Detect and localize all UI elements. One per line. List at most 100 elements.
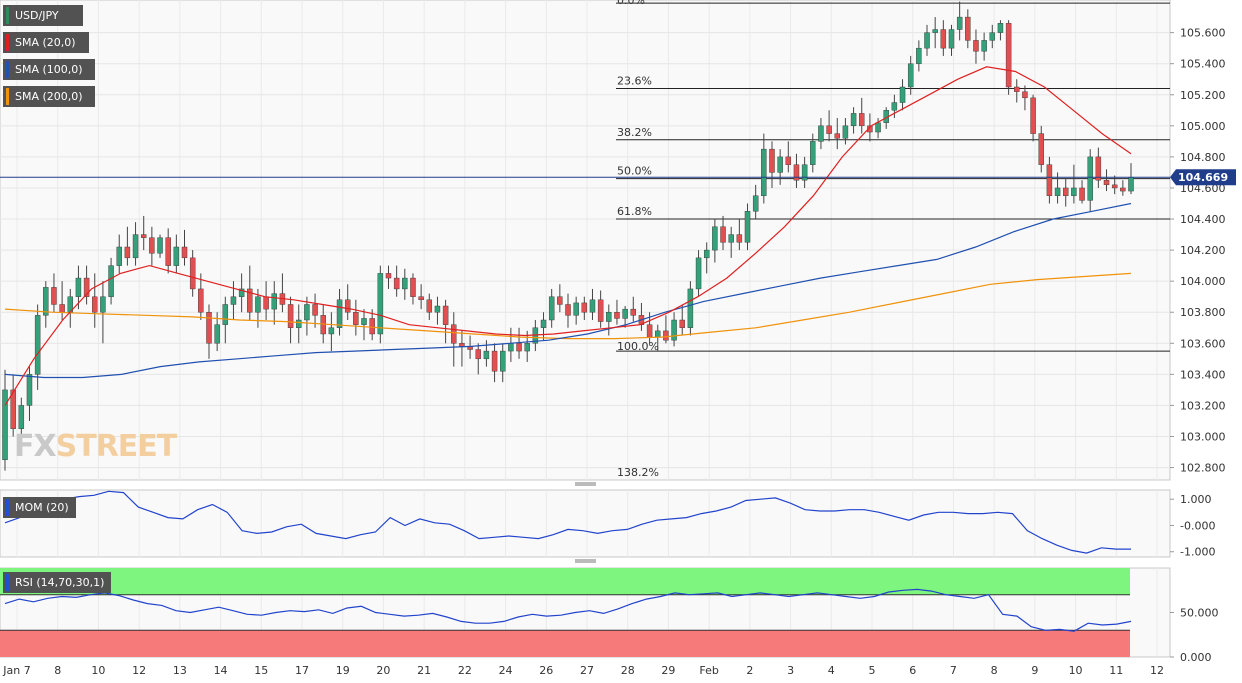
candle-down — [736, 234, 743, 243]
candle-up — [173, 246, 180, 266]
mom-tick-label: -0.000 — [1180, 519, 1215, 532]
candle-up — [2, 389, 8, 461]
candle-up — [671, 319, 677, 341]
legend-item: SMA (100,0) — [3, 59, 95, 80]
candle-up — [655, 330, 661, 338]
sma100-line — [4, 202, 1132, 379]
candle-up — [712, 226, 718, 251]
candle-up — [573, 302, 579, 316]
candle-down — [1005, 23, 1012, 88]
candle-up — [214, 324, 220, 344]
candle-down — [1014, 86, 1020, 92]
candle-down — [859, 113, 865, 127]
candle-up — [818, 125, 824, 142]
candle-down — [1038, 133, 1044, 165]
candle-down — [1095, 156, 1102, 181]
candle-down — [516, 343, 522, 352]
x-tick-label: 7 — [950, 664, 957, 677]
candle-down — [149, 237, 155, 254]
price-tick-label: 102.800 — [1180, 462, 1226, 475]
x-tick-label: 8 — [54, 664, 61, 677]
candle-down — [10, 389, 16, 429]
candle-down — [1079, 187, 1085, 201]
candle-down — [785, 156, 792, 165]
candle-down — [51, 287, 57, 305]
legend-label: SMA (200,0) — [15, 90, 83, 103]
x-tick-label: 8 — [991, 664, 998, 677]
price-tick-label: 103.200 — [1180, 399, 1226, 412]
mom-legend: MOM (20) — [3, 497, 76, 518]
candle-up — [932, 29, 938, 33]
candle-up — [34, 315, 41, 375]
price-tick-label: 105.200 — [1180, 89, 1226, 102]
x-tick-label: 10 — [91, 664, 105, 677]
candle-up — [238, 288, 245, 297]
current-price-tag — [1170, 169, 1236, 186]
candle-down — [442, 305, 449, 325]
x-tick-label: 10 — [1069, 664, 1083, 677]
price-tick-label: 104.000 — [1180, 275, 1226, 288]
legend-swatch — [6, 61, 9, 78]
x-tick-label: 19 — [336, 664, 350, 677]
fib-label: 50.0% — [617, 165, 652, 178]
rsi-tick-label: 50.000 — [1180, 607, 1219, 620]
candle-down — [418, 296, 424, 301]
candle-up — [703, 249, 710, 259]
candle-down — [353, 312, 359, 325]
candle-up — [981, 40, 987, 52]
price-panel — [0, 0, 1171, 481]
mom-panel — [0, 489, 1171, 558]
candle-up — [548, 296, 555, 321]
x-tick-label: 14 — [214, 664, 228, 677]
candle-up — [744, 211, 751, 243]
legend-swatch — [6, 34, 9, 51]
candle-up — [100, 296, 106, 313]
legend-swatch — [6, 7, 9, 24]
legend-swatch — [6, 88, 9, 105]
candle-up — [75, 277, 82, 297]
candle-down — [867, 125, 873, 133]
rsi-line — [4, 588, 1132, 632]
candle-up — [777, 156, 783, 173]
candle-down — [834, 133, 840, 139]
candle-up — [43, 287, 49, 316]
candle-down — [287, 304, 294, 328]
candle-up — [916, 47, 922, 64]
candle-down — [393, 277, 400, 290]
mom-tick-label: -1.000 — [1180, 546, 1215, 559]
x-tick-label: 27 — [580, 664, 594, 677]
legend-label: USD/JPY — [15, 9, 59, 22]
candle-up — [304, 304, 310, 321]
x-tick-label: 17 — [295, 664, 309, 677]
legend-item: SMA (20,0) — [3, 32, 89, 53]
x-tick-label: 28 — [621, 664, 635, 677]
fib-label: 38.2% — [617, 126, 652, 139]
candle-up — [997, 23, 1004, 33]
candle-up — [761, 148, 767, 196]
candle-down — [793, 164, 800, 181]
candle-up — [606, 312, 612, 322]
rsi-tick-label: 0.000 — [1180, 651, 1212, 664]
candle-up — [907, 63, 914, 88]
mom-line — [4, 490, 1131, 554]
candle-down — [646, 324, 653, 338]
fib-label: 61.8% — [617, 205, 652, 218]
candle-down — [720, 226, 726, 243]
candle-up — [336, 299, 343, 328]
candle-down — [973, 40, 979, 52]
mom-tick-label: 1.000 — [1180, 493, 1212, 506]
candle-up — [1071, 187, 1077, 196]
candle-down — [140, 234, 147, 238]
x-tick-label: 6 — [909, 664, 916, 677]
candle-up — [271, 293, 277, 310]
price-tick-label: 105.400 — [1180, 58, 1226, 71]
current-price-label: 104.669 — [1178, 171, 1228, 184]
candle-up — [622, 308, 628, 319]
candle-up — [875, 122, 881, 133]
candle-up — [296, 319, 302, 328]
x-tick-label: 21 — [417, 664, 431, 677]
candle-down — [198, 288, 204, 313]
candle-down — [769, 148, 775, 173]
candle-up — [524, 343, 530, 352]
x-tick-label: 20 — [376, 664, 390, 677]
